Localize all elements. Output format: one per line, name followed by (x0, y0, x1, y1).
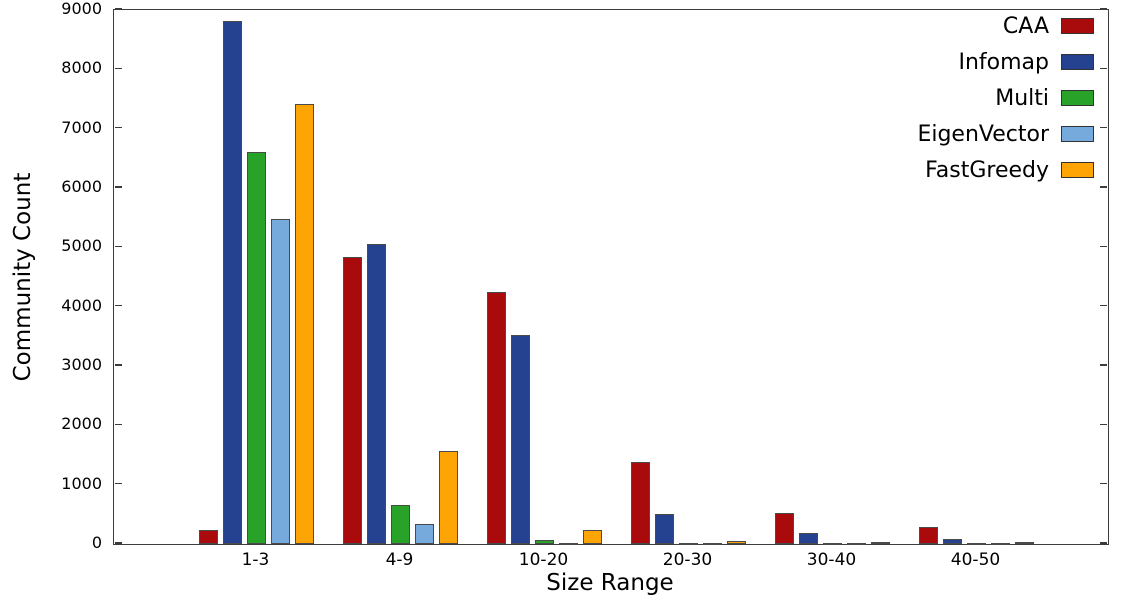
y-tick-label: 2000 (61, 414, 102, 434)
y-tick-mark-right (1100, 304, 1107, 307)
bar-FastGreedy-10-20 (583, 530, 602, 544)
legend-item-EigenVector: EigenVector (917, 116, 1094, 152)
y-tick-mark-left (114, 67, 122, 70)
y-tick-label: 3000 (61, 355, 102, 374)
x-tick-label: 20-30 (662, 550, 713, 570)
legend-swatch-FastGreedy (1061, 162, 1094, 178)
bar-EigenVector-10-20 (559, 542, 578, 545)
y-tick-mark-left (114, 482, 122, 485)
bar-FastGreedy-1-3 (295, 103, 314, 544)
bar-Infomap-30-40 (799, 532, 818, 544)
y-tick-mark-right (1100, 126, 1107, 129)
legend-item-FastGreedy: FastGreedy (917, 152, 1094, 188)
y-tick-mark-left (114, 245, 122, 248)
x-tick-label: 1-3 (241, 550, 270, 570)
bar-Infomap-1-3 (223, 21, 242, 544)
y-tick-label: 6000 (61, 177, 102, 196)
legend: CAA Infomap Multi EigenVector FastGreedy (917, 8, 1094, 188)
bar-EigenVector-1-3 (271, 218, 290, 544)
bar-Multi-30-40 (823, 542, 842, 545)
y-tick-label: 0 (91, 533, 102, 552)
bar-Infomap-10-20 (511, 334, 530, 544)
bar-EigenVector-30-40 (847, 542, 866, 545)
y-tick-label: 4000 (61, 295, 102, 315)
bar-Infomap-4-9 (367, 244, 386, 544)
bar-CAA-4-9 (343, 256, 362, 544)
y-axis-title: Community Count (10, 172, 36, 382)
bar-CAA-1-3 (199, 529, 218, 544)
bar-FastGreedy-40-50 (1015, 542, 1034, 545)
bar-CAA-20-30 (631, 461, 650, 544)
y-tick-mark-right (1100, 67, 1107, 70)
y-tick-mark-left (114, 126, 122, 129)
x-axis-title: Size Range (546, 570, 674, 596)
legend-label: Multi (995, 85, 1049, 111)
y-tick-mark-right (1100, 423, 1107, 426)
legend-label: EigenVector (917, 121, 1049, 147)
y-tick-mark-left (114, 8, 122, 10)
bar-CAA-10-20 (487, 291, 506, 544)
y-tick-mark-left (114, 186, 122, 188)
y-tick-mark-right (1100, 8, 1107, 10)
bar-Multi-20-30 (679, 542, 698, 545)
y-tick-label: 5000 (61, 236, 102, 256)
bar-FastGreedy-4-9 (439, 451, 458, 544)
bar-FastGreedy-20-30 (727, 541, 746, 544)
legend-swatch-Infomap (1061, 54, 1094, 70)
bar-Multi-4-9 (391, 505, 410, 544)
y-tick-mark-left (114, 364, 122, 366)
legend-swatch-CAA (1061, 18, 1094, 34)
bar-Multi-10-20 (535, 540, 554, 544)
bar-FastGreedy-30-40 (871, 542, 890, 545)
legend-label: Infomap (958, 49, 1049, 75)
y-tick-mark-right (1100, 186, 1107, 188)
x-tick-label: 4-9 (385, 550, 414, 570)
bar-Infomap-20-30 (655, 513, 674, 544)
y-tick-label: 7000 (61, 117, 102, 137)
bar-Multi-40-50 (967, 542, 986, 545)
y-tick-mark-right (1100, 542, 1107, 544)
legend-label: CAA (1002, 13, 1049, 39)
bar-Infomap-40-50 (943, 538, 962, 544)
y-tick-label: 8000 (61, 58, 102, 78)
x-tick-label: 10-20 (518, 550, 569, 570)
plot-area (113, 9, 1109, 545)
bar-CAA-40-50 (919, 526, 938, 544)
bar-Multi-1-3 (247, 151, 266, 544)
y-tick-label: 1000 (61, 473, 102, 493)
legend-swatch-Multi (1061, 90, 1094, 106)
y-tick-mark-right (1100, 364, 1107, 366)
legend-item-CAA: CAA (917, 8, 1094, 44)
bar-EigenVector-40-50 (991, 542, 1010, 545)
legend-item-Infomap: Infomap (917, 44, 1094, 80)
bar-EigenVector-4-9 (415, 523, 434, 544)
y-tick-label: 9000 (61, 0, 102, 18)
legend-label: FastGreedy (925, 157, 1049, 183)
y-tick-mark-left (114, 304, 122, 307)
legend-item-Multi: Multi (917, 80, 1094, 116)
y-tick-mark-left (114, 423, 122, 426)
x-tick-label: 30-40 (806, 550, 857, 570)
x-tick-label: 40-50 (950, 550, 1001, 570)
legend-swatch-EigenVector (1061, 126, 1094, 142)
y-tick-mark-right (1100, 482, 1107, 485)
bar-EigenVector-20-30 (703, 542, 722, 545)
y-tick-mark-right (1100, 245, 1107, 248)
y-tick-mark-left (114, 542, 122, 544)
bar-CAA-30-40 (775, 512, 794, 544)
